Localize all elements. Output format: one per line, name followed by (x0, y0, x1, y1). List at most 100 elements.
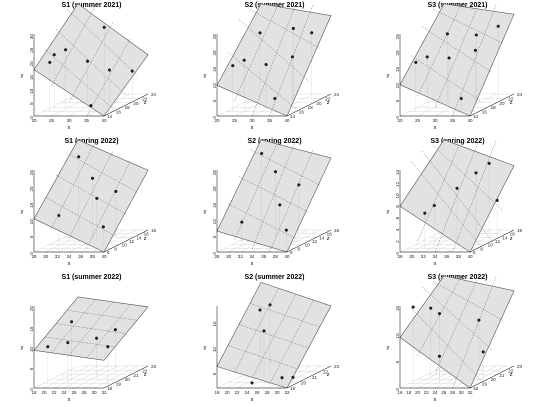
y-tick-label: 5 (212, 99, 217, 102)
chart-panel: S2 (summer 2021) 20 25 30 35 40 14 16 18 20 22 24 0 5… (183, 0, 366, 135)
plane-grid-line (66, 9, 138, 76)
plane-grid-line (417, 3, 462, 97)
x-tick-label: 30 (409, 254, 415, 259)
z-axis (286, 93, 332, 117)
y-tick-label: 6 (395, 216, 400, 219)
x-tick-label: 40 (284, 254, 290, 259)
data-point (273, 96, 277, 101)
x-tick-label: 32 (55, 254, 61, 259)
y-tick-label: 25 (212, 170, 217, 176)
y-tick-label: 10 (395, 333, 400, 339)
plane-grid-line (86, 160, 131, 249)
y-tick-label: 0 (395, 252, 400, 255)
plane-grid-line (434, 3, 480, 108)
z-tick-label: 12 (312, 239, 318, 244)
data-point (455, 186, 459, 190)
y-tick-label: 0 (395, 388, 400, 391)
x-tick-label: 18 (31, 390, 37, 395)
z-tick-label: 8 (297, 246, 300, 251)
x-tick-label: 20 (41, 390, 47, 395)
plane-grid-line (86, 304, 131, 358)
y-axis-label: y (21, 73, 24, 79)
z-tick-label: 18 (334, 228, 340, 233)
x-tick-label: 32 (284, 390, 290, 395)
data-point (487, 161, 491, 165)
y-tick-label: 0 (29, 116, 34, 119)
z-tick-label: 23 (517, 364, 523, 369)
x-tick-label: 28 (450, 390, 456, 395)
data-point (280, 376, 284, 380)
y-tick-label: 14 (395, 170, 400, 176)
z-tick-label: 22 (323, 370, 329, 375)
x-tick-label: 30 (43, 254, 49, 259)
data-point (70, 320, 74, 324)
y-tick-label: 10 (395, 193, 400, 199)
z-tick-label: 14 (107, 114, 113, 119)
data-point (445, 32, 449, 36)
z-tick-label: 18 (491, 105, 497, 110)
x-tick-label: 28 (81, 390, 87, 395)
z-tick-label: 18 (125, 105, 131, 110)
y-tick-label: 5 (395, 360, 400, 363)
z-tick-label: 12 (129, 239, 135, 244)
plane-grid-line (44, 49, 116, 111)
chart-title: S2 (summer 2022) (244, 274, 305, 281)
z-tick-label: 16 (116, 110, 122, 115)
data-point (130, 69, 134, 73)
z-tick-label: 14 (290, 114, 296, 119)
chart-title: S1 (summer 2021) (61, 2, 122, 9)
z-tick-label: 22 (508, 368, 514, 373)
z-axis (469, 93, 515, 117)
z-tick-label: 14 (473, 114, 479, 119)
x-tick-label: 28 (397, 254, 403, 259)
data-point (437, 354, 441, 358)
x-tick-label: 35 (84, 118, 90, 123)
x-tick-label: 18 (406, 390, 412, 395)
x-tick-label: 28 (264, 390, 270, 395)
x-tick-label: 30 (66, 118, 72, 123)
y-tick-label: 0 (395, 116, 400, 119)
plane-grid-line (66, 310, 138, 321)
z-tick-label: 22 (508, 96, 514, 101)
x-tick-label: 25 (415, 118, 421, 123)
z-tick-label: 10 (488, 243, 494, 248)
x-tick-label: 20 (214, 118, 220, 123)
z-tick-label: 6 (107, 250, 110, 255)
y-axis-label: y (204, 209, 207, 215)
plane-grid-line (227, 52, 299, 111)
data-point (273, 170, 278, 174)
chart-title: S3 (spring 2022) (430, 138, 485, 145)
chart-panel: S3 (summer 2022) 16 18 20 22 24 26 28 30 32 18 19 20… (366, 272, 549, 407)
z-tick-label: 20 (125, 377, 131, 382)
plane-grid-line (452, 275, 497, 389)
y-tick-label: 10 (29, 88, 34, 94)
x-tick-label: 34 (66, 254, 72, 259)
fit-plane (399, 275, 515, 389)
x-axis-label: x (251, 261, 254, 267)
data-point (291, 26, 295, 30)
x-axis-label: x (434, 261, 437, 267)
x-tick-label: 26 (441, 390, 447, 395)
y-tick-label: 5 (29, 235, 34, 238)
grid-line (83, 365, 129, 389)
z-tick-label: 16 (299, 110, 305, 115)
z-axis (103, 365, 149, 389)
x-tick-label: 32 (101, 390, 107, 395)
z-axis-label: z (510, 100, 513, 106)
y-axis-label: y (387, 209, 390, 215)
fit-plane (216, 139, 332, 253)
x-tick-label: 22 (234, 390, 240, 395)
x-tick-label: 26 (254, 390, 260, 395)
z-tick-label: 16 (144, 232, 150, 237)
chart-title: S3 (summer 2022) (427, 274, 488, 281)
x-tick-label: 16 (397, 390, 403, 395)
x-tick-label: 18 (214, 390, 220, 395)
z-tick-label: 21 (133, 373, 139, 378)
z-tick-label: 22 (142, 368, 148, 373)
z-axis-label: z (510, 372, 513, 378)
y-tick-label: 5 (395, 99, 400, 102)
